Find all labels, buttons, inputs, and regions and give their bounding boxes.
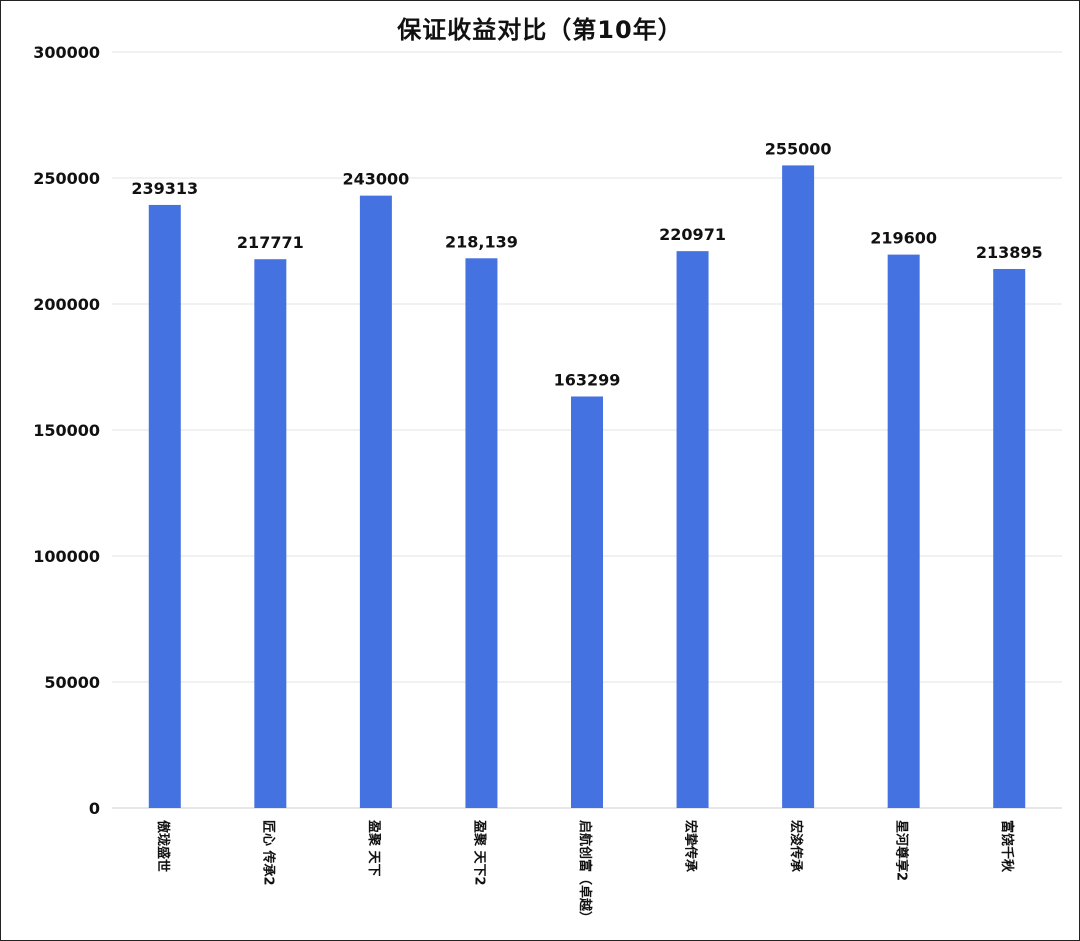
bar <box>571 396 603 808</box>
x-tick-label: 盈聚 天下 <box>366 819 381 877</box>
bar <box>148 204 181 808</box>
data-label: 213895 <box>976 243 1043 262</box>
bar <box>993 268 1026 808</box>
bar <box>887 254 920 808</box>
x-tick-label: 宏挚传承 <box>683 820 699 872</box>
x-tick-label: 宏浚传承 <box>788 820 804 872</box>
y-tick-label: 0 <box>89 799 100 818</box>
y-tick-label: 100000 <box>33 547 100 566</box>
bar <box>254 259 287 809</box>
x-tick-label: 富饶千秋 <box>999 820 1015 873</box>
bar <box>676 251 709 808</box>
data-label: 163299 <box>554 370 621 389</box>
data-label: 220971 <box>659 225 726 244</box>
x-tick-label: 傲珑盛世 <box>155 820 171 872</box>
data-label: 218,139 <box>445 232 518 251</box>
chart-title: 保证收益对比（第10年） <box>397 16 683 44</box>
bar <box>359 195 392 808</box>
data-label: 243000 <box>342 170 409 189</box>
x-tick-label: 星河尊享2 <box>894 820 910 881</box>
bar <box>465 258 498 808</box>
y-tick-label: 50000 <box>44 673 100 692</box>
y-tick-label: 150000 <box>33 421 100 440</box>
x-tick-label: 匠心 传承2 <box>260 820 276 886</box>
y-tick-label: 250000 <box>33 169 100 188</box>
bar <box>782 165 815 808</box>
data-label: 239313 <box>131 179 198 198</box>
data-label: 217771 <box>237 233 304 252</box>
data-label: 255000 <box>765 139 832 158</box>
y-tick-label: 300000 <box>33 43 100 62</box>
y-tick-label: 200000 <box>33 295 100 314</box>
x-tick-label: 启航创富（卓越） <box>577 820 593 924</box>
x-tick-label: 盈聚 天下2 <box>471 819 486 886</box>
data-label: 219600 <box>870 229 937 248</box>
